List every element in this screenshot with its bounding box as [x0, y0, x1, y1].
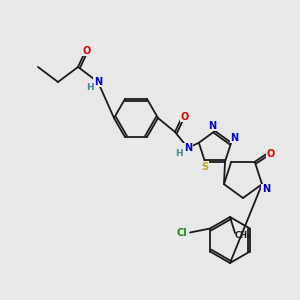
Text: CH₃: CH₃ [235, 230, 251, 239]
Text: H: H [175, 149, 183, 158]
Text: N: N [184, 143, 192, 153]
Text: Cl: Cl [177, 229, 188, 238]
Text: O: O [83, 46, 91, 56]
Text: S: S [201, 162, 208, 172]
Text: N: N [94, 77, 102, 87]
Text: N: N [262, 184, 270, 194]
Text: N: N [230, 133, 238, 143]
Text: O: O [181, 112, 189, 122]
Text: N: N [208, 121, 216, 131]
Text: H: H [86, 83, 94, 92]
Text: O: O [267, 149, 275, 159]
